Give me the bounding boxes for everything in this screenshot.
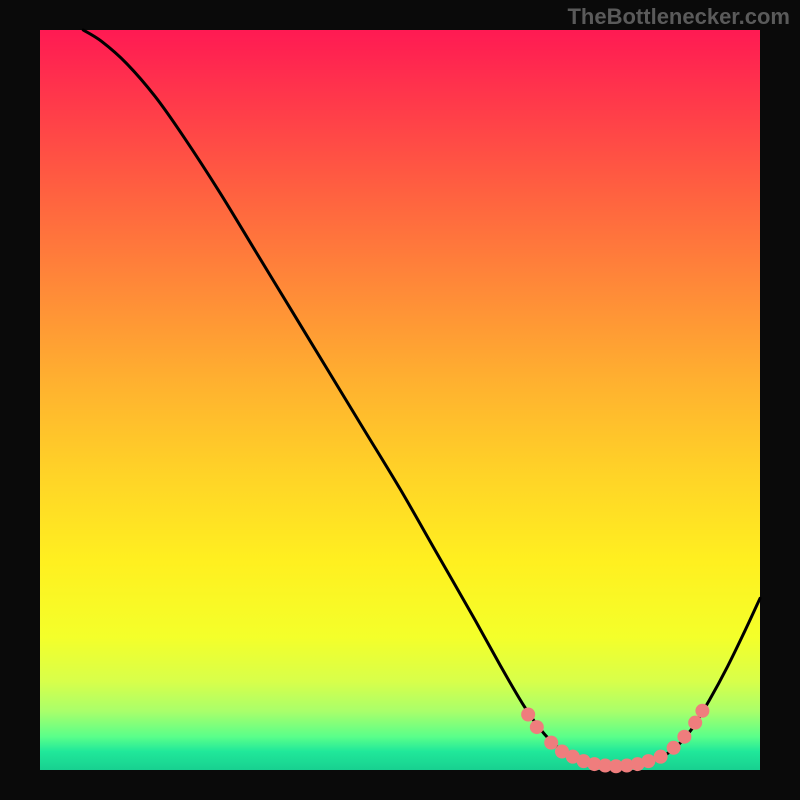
gradient-background [40, 30, 760, 770]
optimal-marker [688, 716, 702, 730]
watermark-text: TheBottlenecker.com [567, 4, 790, 30]
optimal-marker [654, 750, 668, 764]
optimal-marker [695, 704, 709, 718]
bottleneck-chart [0, 0, 800, 800]
optimal-marker [641, 754, 655, 768]
optimal-marker [544, 736, 558, 750]
optimal-marker [521, 708, 535, 722]
optimal-marker [667, 741, 681, 755]
optimal-marker [530, 720, 544, 734]
optimal-marker [677, 730, 691, 744]
